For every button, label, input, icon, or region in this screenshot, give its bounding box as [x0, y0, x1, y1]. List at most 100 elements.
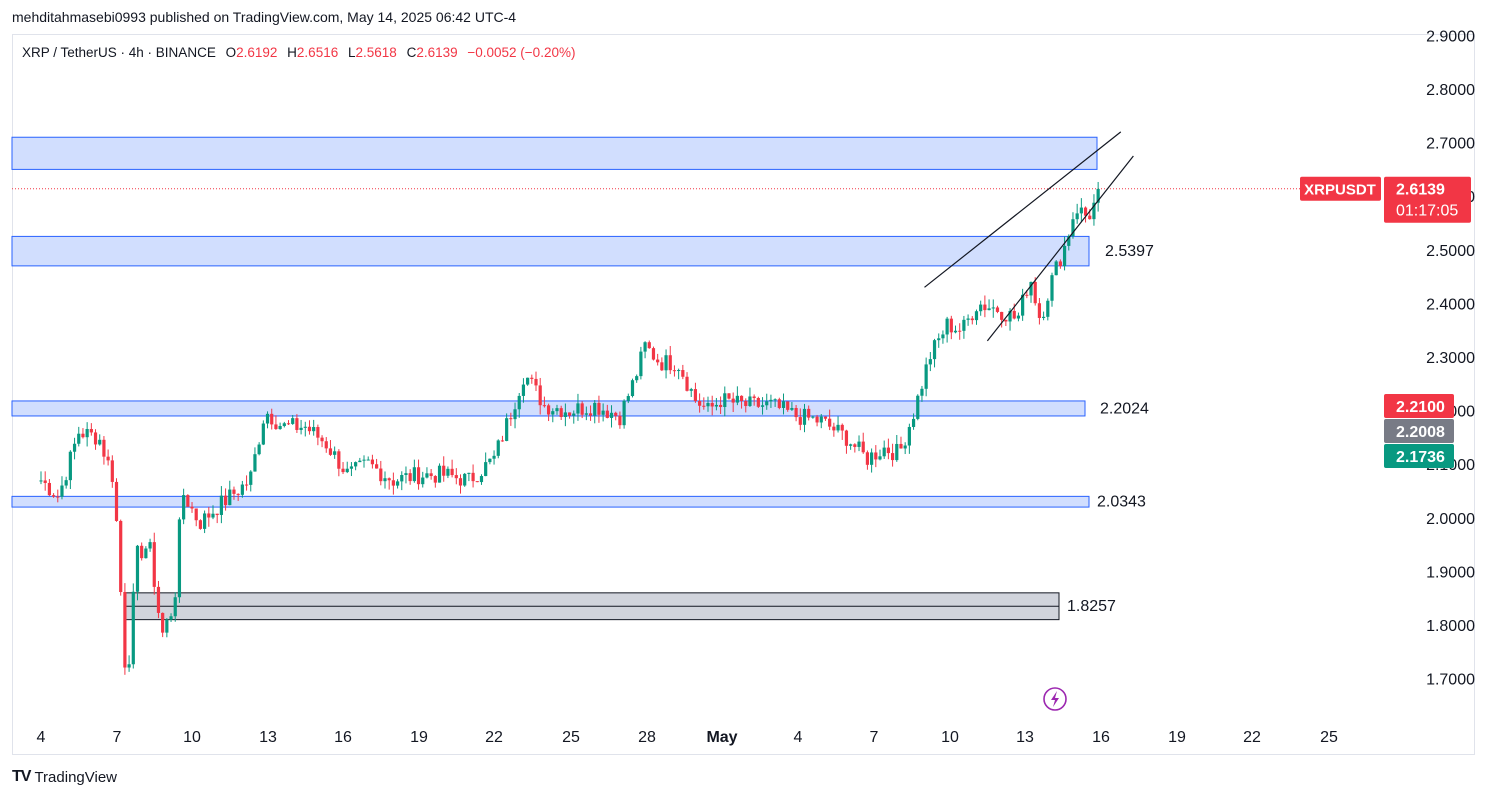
- candle-body: [278, 426, 282, 430]
- candle-body: [593, 402, 597, 416]
- candle-body: [240, 484, 244, 495]
- candle-body: [312, 427, 316, 432]
- candle-body: [81, 433, 85, 438]
- zone-price-label: 2.2024: [1100, 400, 1149, 417]
- candle-body: [366, 459, 370, 461]
- published-caption: mehditahmasebi0993 published on TradingV…: [12, 9, 517, 25]
- candle-body: [144, 548, 148, 559]
- candle-body: [521, 384, 526, 396]
- price-side-badge-value: 2.2100: [1396, 399, 1445, 416]
- candle-body: [1092, 202, 1096, 220]
- candle-body: [899, 443, 903, 449]
- candle-body: [1088, 215, 1092, 220]
- candle-body: [295, 418, 299, 430]
- candle-body: [731, 398, 735, 403]
- candle-body: [387, 478, 391, 481]
- candle-body: [983, 304, 987, 311]
- candle-body: [1058, 261, 1062, 267]
- candle-body: [47, 482, 51, 496]
- y-tick-label: 1.9000: [1426, 564, 1475, 581]
- candle-body: [702, 405, 706, 407]
- x-tick-label: 4: [794, 729, 803, 746]
- candle-body: [572, 413, 576, 416]
- candle-body: [828, 418, 832, 427]
- candle-body: [194, 508, 198, 521]
- y-tick-label: 2.5000: [1426, 243, 1475, 260]
- candle-body: [970, 318, 974, 321]
- candle-body: [840, 424, 844, 431]
- candle-body: [333, 451, 337, 455]
- candle-body: [861, 441, 865, 453]
- candle-body: [60, 485, 64, 497]
- x-tick-label: 16: [334, 729, 352, 746]
- candle-body: [693, 389, 698, 402]
- y-tick-label: 1.8000: [1426, 618, 1475, 635]
- candle-body: [937, 338, 941, 341]
- candle-body: [664, 355, 668, 371]
- candle-body: [630, 380, 635, 397]
- candle-body: [517, 395, 521, 410]
- candle-body: [156, 586, 161, 613]
- zone-price-label: 1.8257: [1067, 598, 1116, 615]
- candle-body: [878, 456, 882, 460]
- candle-body: [437, 465, 442, 483]
- tradingview-footer[interactable]: TV TradingView: [12, 768, 117, 786]
- candle-body: [605, 410, 609, 418]
- candle-body: [546, 405, 551, 415]
- candle-body: [643, 342, 647, 352]
- x-tick-label: 7: [870, 729, 879, 746]
- candle-body: [807, 408, 811, 418]
- candle-body: [1029, 281, 1033, 296]
- candle-body: [995, 307, 1000, 312]
- ohlc-legend: XRP / TetherUS · 4h · BINANCE O2.6192 H2…: [22, 45, 575, 60]
- channel-lower-trendline: [986, 155, 1134, 342]
- candle-body: [651, 348, 656, 360]
- y-tick-label: 1.7000: [1426, 672, 1475, 689]
- candle-body: [429, 473, 433, 477]
- x-tick-label: 10: [941, 729, 959, 746]
- candle-body: [802, 408, 807, 425]
- candle-body: [316, 427, 320, 438]
- candle-body: [639, 351, 643, 377]
- candle-body: [215, 513, 219, 515]
- candle-body: [140, 545, 144, 559]
- price-side-badge: [1384, 419, 1454, 443]
- candle-body: [169, 616, 173, 620]
- candle-body: [974, 311, 979, 321]
- candle-body: [93, 432, 98, 445]
- supply-zone: [11, 235, 1090, 267]
- open-label: O: [225, 45, 237, 60]
- candle-body: [102, 439, 106, 457]
- price-badges: XRPUSDT 2.6139 01:17:05 2.2100 2.2008 2.1736: [1300, 176, 1471, 468]
- candle-body: [307, 426, 312, 432]
- x-tick-label: 10: [183, 729, 201, 746]
- zone-price-label: 2.5397: [1105, 243, 1154, 260]
- x-tick-label: 16: [1092, 729, 1110, 746]
- candle-body: [635, 376, 639, 381]
- candle-body: [89, 428, 93, 433]
- candle-body: [823, 416, 828, 419]
- candle-body: [551, 411, 555, 415]
- candle-body: [119, 520, 123, 593]
- candle-body: [131, 591, 135, 665]
- candle-body: [496, 440, 500, 456]
- candle-body: [433, 476, 437, 483]
- candle-body: [920, 388, 924, 396]
- candle-body: [1062, 245, 1067, 267]
- close-label: C: [406, 45, 417, 60]
- candle-body: [1050, 275, 1054, 301]
- lightning-icon[interactable]: [1043, 687, 1067, 711]
- candle-body: [51, 495, 56, 497]
- symbol-info[interactable]: XRP / TetherUS · 4h · BINANCE: [22, 45, 216, 60]
- candle-body: [408, 473, 412, 482]
- candle-body: [794, 407, 798, 418]
- candle-body: [274, 424, 278, 430]
- chart-pane-frame: [12, 34, 1475, 755]
- x-tick-label: 25: [1320, 729, 1338, 746]
- candle-body: [1025, 294, 1029, 296]
- candle-body: [236, 493, 240, 495]
- candle-body: [475, 481, 479, 483]
- candle-body: [1079, 207, 1083, 214]
- high-label: H: [287, 45, 297, 60]
